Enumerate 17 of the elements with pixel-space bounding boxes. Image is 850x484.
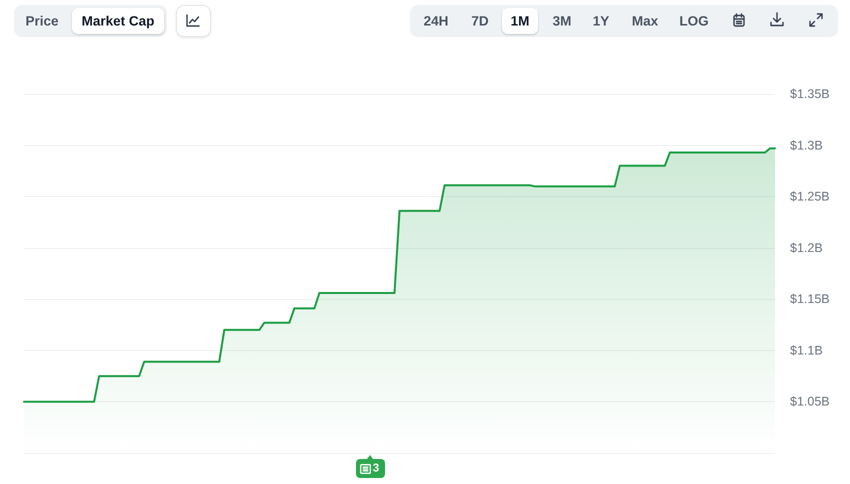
text: Price — [25, 13, 59, 28]
y-tick-label: $1.1B — [790, 343, 823, 358]
y-tick-label: $1.05B — [790, 394, 830, 409]
text: 1Y — [592, 13, 610, 28]
text: Market Cap — [82, 13, 154, 28]
text: 3 — [372, 462, 380, 474]
y-tick-label: $1.15B — [790, 292, 830, 306]
text: 7D — [471, 13, 489, 28]
text: Max — [632, 13, 658, 28]
y-tick-label: $1.35B — [790, 87, 830, 101]
y-tick-label: $1.25B — [790, 190, 830, 204]
y-tick-label: $1.3B — [790, 138, 823, 152]
text: 3M — [552, 13, 572, 28]
text: 24H — [424, 13, 448, 28]
y-tick-label: $1.2B — [790, 240, 823, 255]
text: 1M — [510, 13, 530, 28]
text: LOG — [679, 13, 709, 28]
